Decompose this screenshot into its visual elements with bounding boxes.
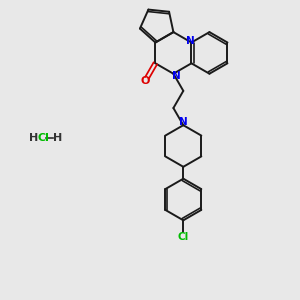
Text: H: H <box>53 133 62 143</box>
Text: O: O <box>140 76 150 86</box>
Text: Cl: Cl <box>37 133 49 143</box>
Text: N: N <box>172 71 181 81</box>
Text: N: N <box>186 35 195 46</box>
Text: N: N <box>179 117 188 127</box>
Text: Cl: Cl <box>178 232 189 242</box>
Text: H: H <box>29 133 39 143</box>
